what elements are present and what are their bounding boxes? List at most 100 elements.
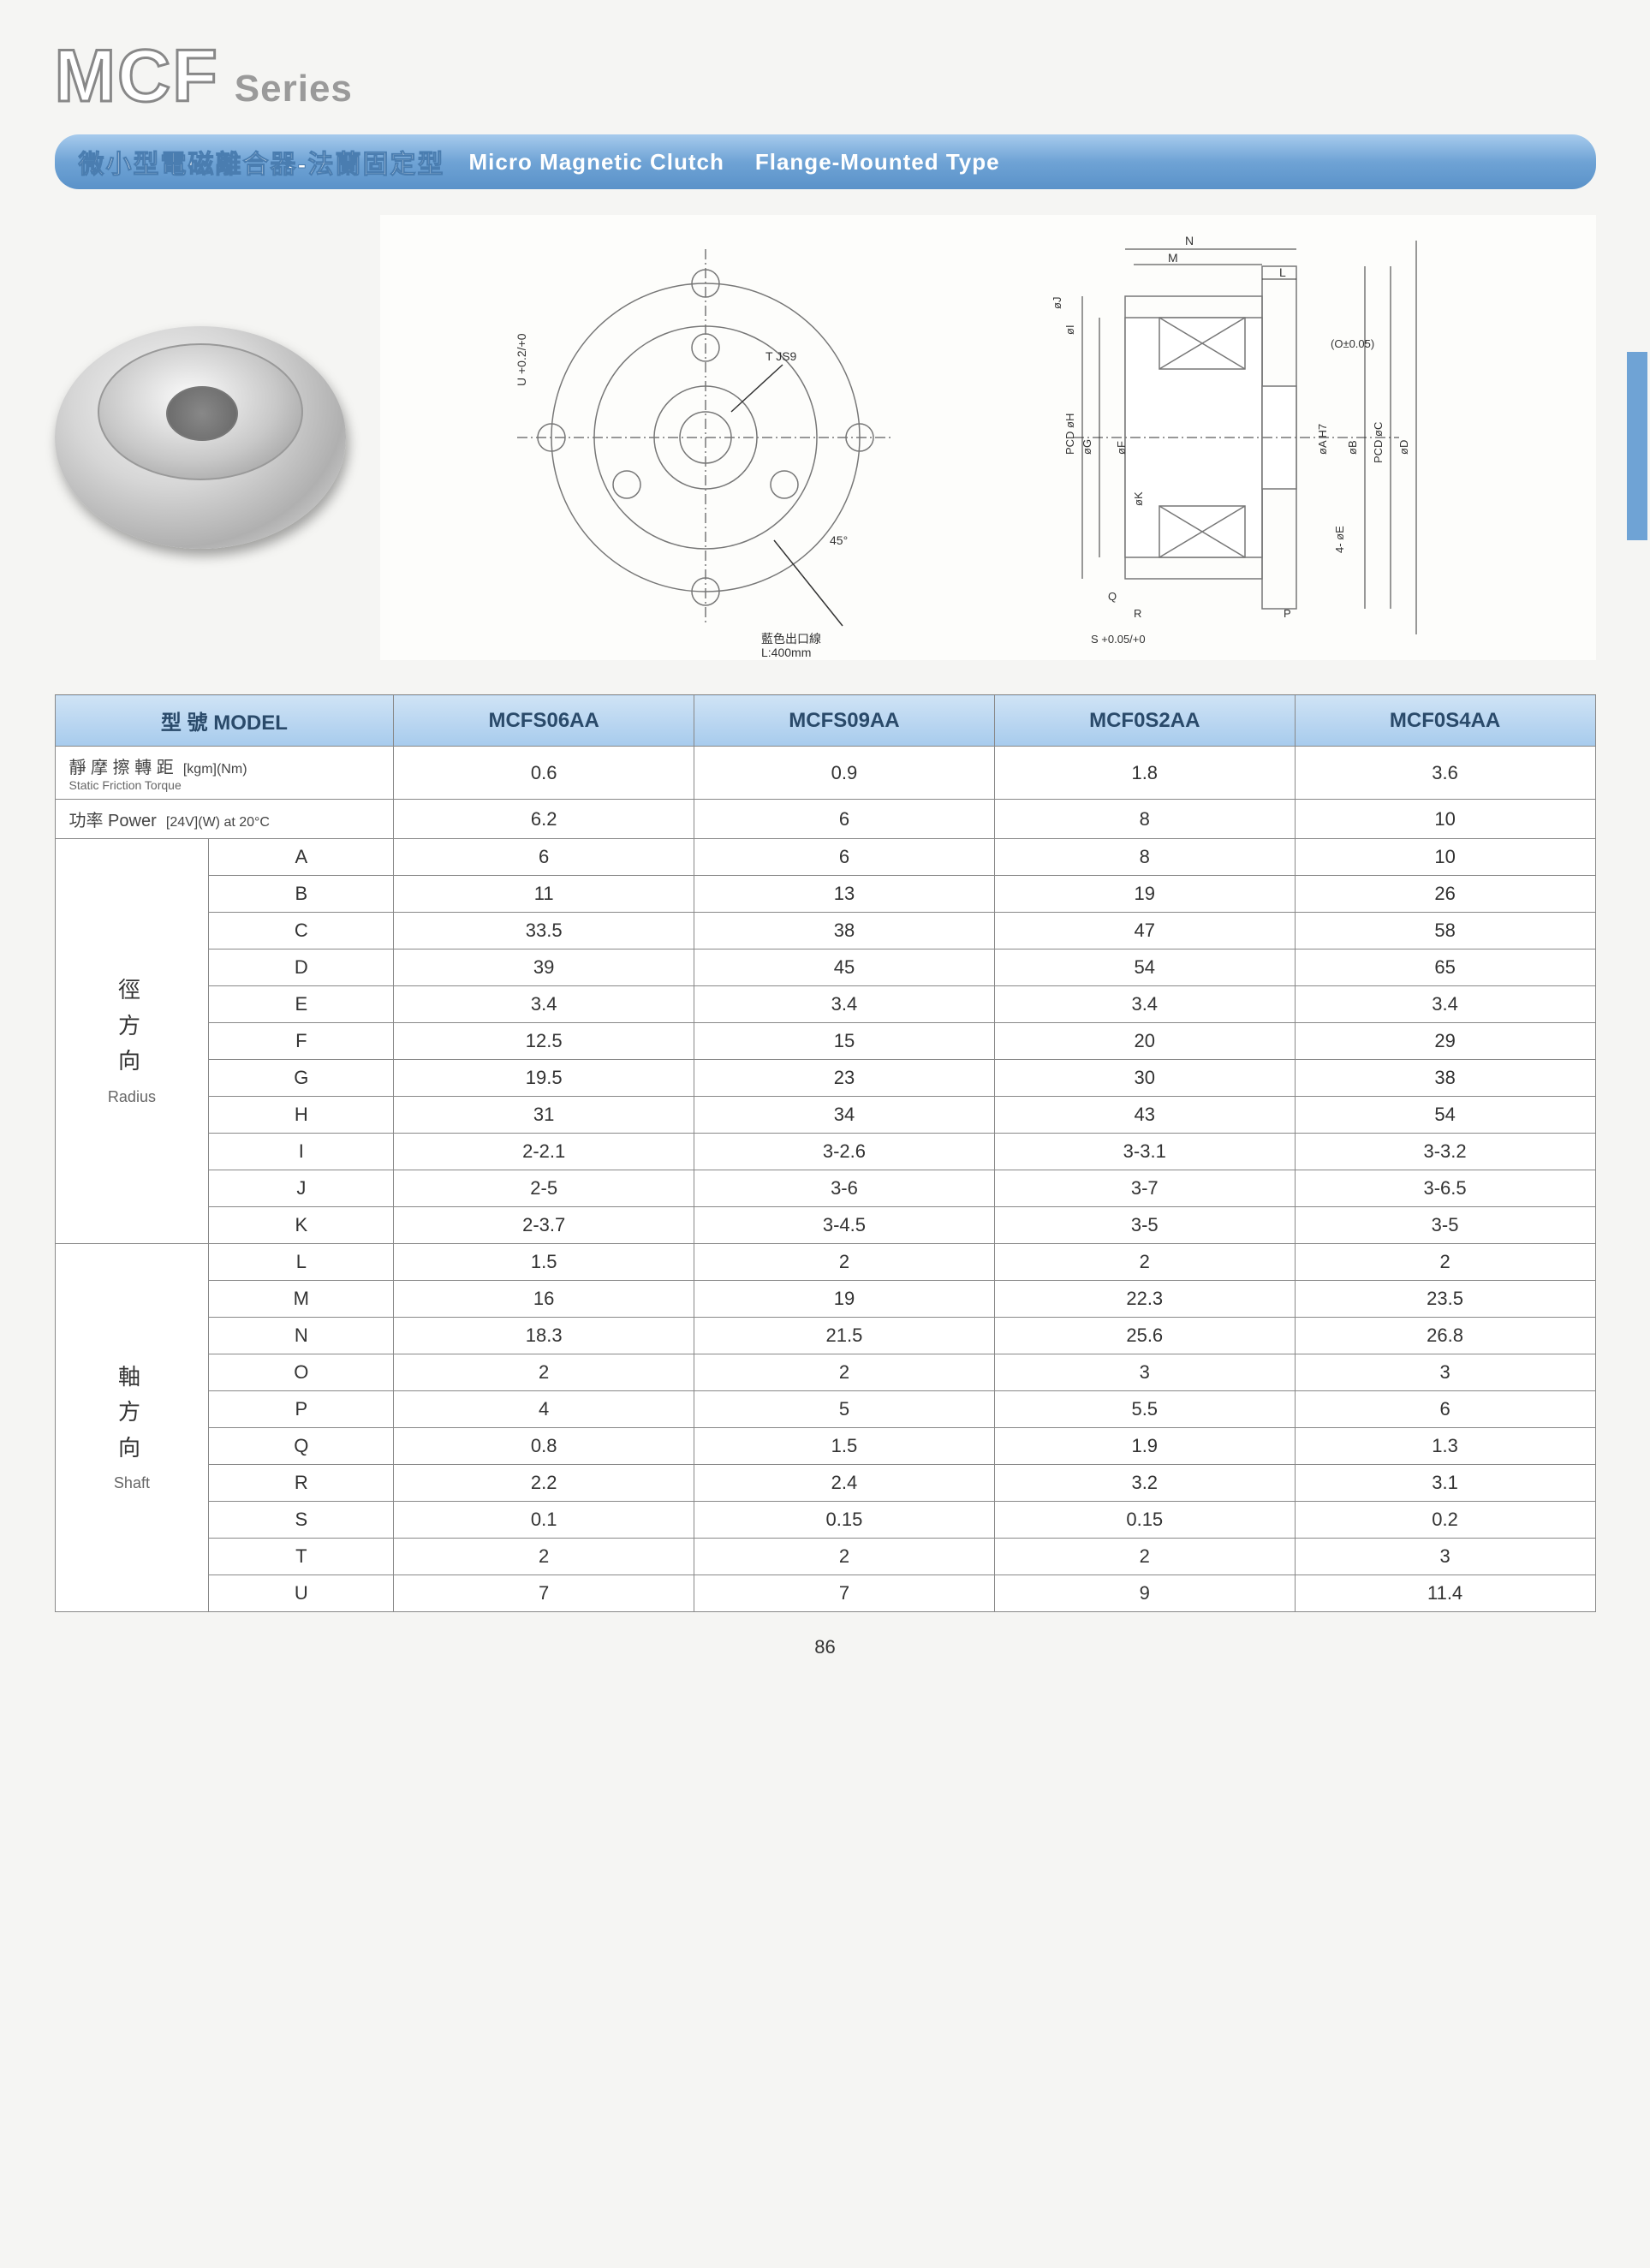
- param-val: 26: [1295, 876, 1595, 913]
- table-row: C33.5384758: [55, 913, 1595, 949]
- table-row: J2-53-63-73-6.5: [55, 1170, 1595, 1207]
- param-val: 2: [394, 1354, 694, 1391]
- table-row: N18.321.525.626.8: [55, 1318, 1595, 1354]
- param-val: 3.4: [1295, 986, 1595, 1023]
- param-val: 3: [994, 1354, 1295, 1391]
- param-val: 6: [394, 839, 694, 876]
- param-val: 2-5: [394, 1170, 694, 1207]
- param-val: 0.1: [394, 1502, 694, 1539]
- param-val: 22.3: [994, 1281, 1295, 1318]
- param-val: 2: [694, 1354, 995, 1391]
- param-val: 2.4: [694, 1465, 995, 1502]
- table-row: 軸方向ShaftL1.5222: [55, 1244, 1595, 1281]
- param-val: 11.4: [1295, 1575, 1595, 1612]
- title-main: MCF: [55, 34, 219, 119]
- table-row: U77911.4: [55, 1575, 1595, 1612]
- model-1: MCFS09AA: [694, 695, 995, 747]
- label-wire: 藍色出口線: [761, 632, 821, 646]
- table-row: G19.5233038: [55, 1060, 1595, 1097]
- param-val: 15: [694, 1023, 995, 1060]
- param-val: 0.8: [394, 1428, 694, 1465]
- param-val: 3: [1295, 1354, 1595, 1391]
- param-val: 21.5: [694, 1318, 995, 1354]
- group-en: Radius: [73, 1085, 192, 1110]
- title-row: MCF Series: [55, 34, 1596, 119]
- table-row: M161922.323.5: [55, 1281, 1595, 1318]
- param-val: 0.15: [994, 1502, 1295, 1539]
- dim-h: PCD øH: [1063, 414, 1076, 455]
- param-val: 30: [994, 1060, 1295, 1097]
- header-model: 型 號 MODEL: [55, 695, 394, 747]
- param-val: 58: [1295, 913, 1595, 949]
- power-unit: [24V](W) at 20°C: [166, 815, 270, 830]
- param-val: 23.5: [1295, 1281, 1595, 1318]
- title-sub: Series: [235, 68, 353, 110]
- param-val: 31: [394, 1097, 694, 1134]
- table-row: H31344354: [55, 1097, 1595, 1134]
- param-val: 1.3: [1295, 1428, 1595, 1465]
- param-val: 54: [1295, 1097, 1595, 1134]
- param-val: 2: [994, 1244, 1295, 1281]
- param-key: Q: [209, 1428, 394, 1465]
- table-row: B11131926: [55, 876, 1595, 913]
- side-tab: [1627, 352, 1647, 540]
- table-row: P455.56: [55, 1391, 1595, 1428]
- torque-v2: 1.8: [994, 747, 1295, 800]
- param-val: 3-2.6: [694, 1134, 995, 1170]
- param-val: 3: [1295, 1539, 1595, 1575]
- param-val: 23: [694, 1060, 995, 1097]
- table-row: S0.10.150.150.2: [55, 1502, 1595, 1539]
- param-val: 3.4: [694, 986, 995, 1023]
- param-val: 3-5: [994, 1207, 1295, 1244]
- param-val: 2: [394, 1539, 694, 1575]
- param-val: 39: [394, 949, 694, 986]
- param-val: 19: [994, 876, 1295, 913]
- label-power: 功率 Power [24V](W) at 20°C: [55, 800, 394, 839]
- engineering-drawing: U +0.2/+0 T JS9 45° 藍色出口線 L:400mm: [380, 215, 1596, 660]
- row-static-torque: 靜 摩 擦 轉 距 [kgm](Nm) Static Friction Torq…: [55, 747, 1595, 800]
- param-val: 11: [394, 876, 694, 913]
- page-number: 86: [55, 1636, 1596, 1658]
- group-cn: 軸方向: [73, 1360, 192, 1467]
- dim-i: øI: [1063, 324, 1076, 335]
- param-key: F: [209, 1023, 394, 1060]
- param-val: 0.2: [1295, 1502, 1595, 1539]
- param-val: 9: [994, 1575, 1295, 1612]
- banner-cn: 微小型電磁離合器-法蘭固定型: [79, 143, 445, 181]
- group-radius: 徑方向 Radius: [55, 839, 209, 1244]
- param-val: 3-6: [694, 1170, 995, 1207]
- label-t: T JS9: [765, 349, 797, 363]
- dim-k: øK: [1132, 491, 1145, 506]
- torque-cn: 靜 摩 擦 轉 距: [69, 759, 174, 777]
- table-row: D39455465: [55, 949, 1595, 986]
- table-row: E3.43.43.43.4: [55, 986, 1595, 1023]
- dim-j: øJ: [1051, 297, 1063, 309]
- param-val: 38: [694, 913, 995, 949]
- param-val: 3.1: [1295, 1465, 1595, 1502]
- table-row: O2233: [55, 1354, 1595, 1391]
- drawing-svg: U +0.2/+0 T JS9 45° 藍色出口線 L:400mm: [380, 215, 1596, 660]
- param-val: 16: [394, 1281, 694, 1318]
- table-row: 徑方向RadiusA66810: [55, 839, 1595, 876]
- power-cn: 功率 Power: [69, 812, 157, 830]
- power-v1: 6: [694, 800, 995, 839]
- param-val: 19.5: [394, 1060, 694, 1097]
- product-photo: [55, 326, 346, 549]
- page: MCF Series 微小型電磁離合器-法蘭固定型 Micro Magnetic…: [55, 34, 1596, 1658]
- param-val: 54: [994, 949, 1295, 986]
- param-key: D: [209, 949, 394, 986]
- dim-p: P: [1284, 607, 1291, 620]
- torque-v1: 0.9: [694, 747, 995, 800]
- table-row: Q0.81.51.91.3: [55, 1428, 1595, 1465]
- power-v2: 8: [994, 800, 1295, 839]
- power-v0: 6.2: [394, 800, 694, 839]
- label-u-tol: U +0.2/+0: [515, 333, 528, 386]
- dim-e: 4- øE: [1333, 526, 1346, 553]
- param-key: M: [209, 1281, 394, 1318]
- dim-d: øD: [1397, 440, 1410, 455]
- group-en: Shaft: [73, 1471, 192, 1496]
- dim-g: øG: [1081, 439, 1093, 455]
- group-cn: 徑方向: [73, 973, 192, 1080]
- param-val: 43: [994, 1097, 1295, 1134]
- param-val: 1.5: [694, 1428, 995, 1465]
